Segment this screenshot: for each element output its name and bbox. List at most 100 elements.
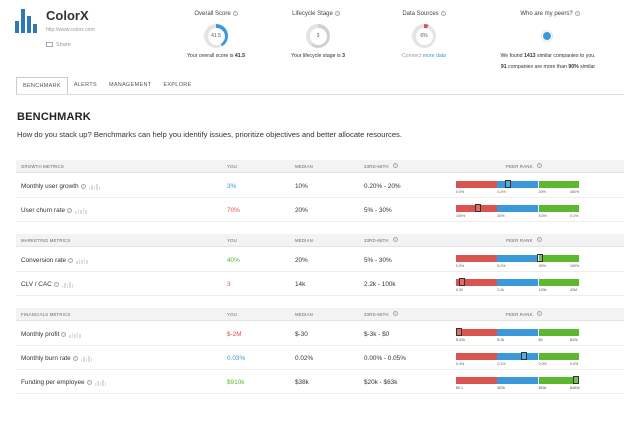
info-icon[interactable]: ? — [393, 311, 398, 316]
metric-name: Monthly burn rate? — [21, 355, 93, 362]
sparkline-icon[interactable] — [75, 207, 88, 214]
metric-row[interactable]: Monthly user growth? 3% 10% 0.20% - 20% 0.0%… — [16, 176, 624, 198]
peer-rank-segment-blue — [497, 181, 539, 188]
info-icon[interactable]: ? — [67, 208, 73, 213]
median-value: $38k — [295, 379, 309, 386]
peer-rank-tick: 30% — [497, 214, 505, 218]
column-you: YOU — [227, 238, 237, 243]
range-value: 2.2k - 100k — [364, 281, 396, 288]
peer-rank-segment-green — [538, 279, 580, 286]
metric-name-label: CLV / CAC — [21, 281, 52, 289]
range-value: 5% - 30% — [364, 257, 392, 264]
main-tabs: BENCHMARK ALERTS MANAGEMENT EXPLORE — [16, 77, 197, 95]
you-value: 70% — [227, 207, 240, 214]
peer-rank-tick: 5.0% — [538, 214, 547, 218]
metric-row[interactable]: Conversion rate? 40% 20% 5% - 30% 0.0% 5.0% 30… — [16, 250, 624, 272]
metric-row[interactable]: Monthly profit? $-2M $-30 $-3k - $0 $-92k $-3… — [16, 324, 624, 346]
tab-explore[interactable]: EXPLORE — [163, 82, 192, 88]
info-icon[interactable]: ? — [393, 237, 398, 242]
overall-score-gauge: 41.5 — [204, 24, 228, 48]
peer-rank-tick: $63k — [538, 386, 547, 390]
info-icon[interactable]: ? — [72, 356, 78, 361]
info-icon[interactable]: ? — [537, 311, 542, 316]
column-range: 33RD-66TH — [364, 238, 389, 243]
metric-name-label: Monthly user growth — [21, 183, 79, 191]
info-icon[interactable]: ? — [80, 184, 86, 189]
range-value: $20k - $63k — [364, 379, 398, 386]
median-value: 20% — [295, 257, 308, 264]
sparkline-icon[interactable] — [61, 281, 75, 288]
metric-row[interactable]: User churn rate? 70% 20% 5% - 30% 100% 30% 5.0… — [16, 200, 624, 222]
tab-alerts[interactable]: ALERTS — [73, 82, 97, 88]
peers-caption-line1: We found 1413 similar companies to you. — [500, 53, 596, 59]
median-value: 14k — [295, 281, 306, 288]
peers-target-icon[interactable] — [541, 30, 553, 42]
data-sources-caption[interactable]: Connect more data — [401, 53, 447, 59]
section-header: GROWTH METRICS YOU MEDIAN 33RD-66TH? PEER RA… — [16, 160, 624, 173]
share-button[interactable]: Share — [46, 42, 71, 48]
peer-rank-tick: 42M — [570, 288, 577, 292]
peer-rank-bar[interactable]: 0.0% 5.0% 30% 100% — [456, 254, 580, 269]
metric-row[interactable]: Funding per employee? $910k $38k $20k - $63… — [16, 372, 624, 394]
company-url[interactable]: http://www.colorx.com — [46, 27, 95, 33]
peer-rank-bar[interactable]: $-92k $-3k $0 $32k — [456, 328, 580, 343]
median-value: 0.02% — [295, 355, 314, 362]
metric-name-label: Monthly profit — [21, 331, 60, 339]
page-title: BENCHMARK — [17, 111, 91, 123]
metric-row[interactable]: CLV / CAC? 3 14k 2.2k - 100k 0.00 2.2k 100k 42M — [16, 274, 624, 296]
info-icon[interactable]: ? — [53, 282, 59, 287]
peer-rank-segment-green — [538, 353, 580, 360]
info-icon[interactable]: ? — [232, 11, 238, 16]
info-icon[interactable]: ? — [393, 163, 398, 168]
column-range: 33RD-66TH — [364, 164, 389, 169]
peer-rank-bar[interactable]: 0.4% 0.1% 0.0% 0.0% — [456, 352, 580, 367]
info-icon[interactable]: ? — [574, 11, 580, 16]
peer-rank-tick: 0.1% — [497, 362, 506, 366]
tab-management[interactable]: MANAGEMENT — [108, 82, 152, 88]
peer-rank-segment-green — [538, 205, 580, 212]
peer-rank-segment-red — [456, 377, 497, 384]
peer-rank-tick: 0.0% — [570, 362, 579, 366]
metric-name-label: Monthly burn rate — [21, 355, 71, 363]
peer-rank-segment-green — [538, 329, 580, 336]
section-title: GROWTH METRICS — [21, 164, 64, 169]
overall-score-title: Overall Score? — [194, 11, 238, 18]
overall-score-caption: Your overall score is 41.5 — [186, 53, 246, 59]
peer-rank-bar[interactable]: $0.1 $20k $63k $462k — [456, 376, 580, 391]
metric-name: CLV / CAC? — [21, 281, 74, 288]
info-icon[interactable]: ? — [61, 332, 67, 337]
info-icon[interactable]: ? — [68, 258, 74, 263]
sparkline-icon[interactable] — [88, 183, 102, 190]
peer-rank-segment-red — [456, 205, 497, 212]
peer-rank-marker — [459, 278, 466, 286]
peer-rank-segment-red — [456, 279, 497, 286]
column-peer-rank: PEER RANK — [506, 312, 533, 317]
metric-name-label: User churn rate — [21, 207, 66, 215]
peer-rank-bar[interactable]: 100% 30% 5.0% 0.1% — [456, 204, 580, 219]
sparkline-icon[interactable] — [80, 355, 94, 362]
peer-rank-tick: 0.0% — [456, 264, 465, 268]
section-title: MARKETING METRICS — [21, 238, 71, 243]
peer-rank-bar[interactable]: 0.0% 0.2% 20% 400% — [456, 180, 580, 195]
info-icon[interactable]: ? — [86, 380, 92, 385]
peer-rank-tick: 2.2k — [497, 288, 505, 292]
sparkline-icon[interactable] — [76, 257, 89, 264]
you-value: 3 — [227, 281, 231, 288]
info-icon[interactable]: ? — [334, 11, 340, 16]
peer-rank-tick: 0.0% — [538, 362, 547, 366]
sparkline-icon[interactable] — [94, 379, 108, 386]
peer-rank-tick: $462k — [570, 386, 580, 390]
metric-row[interactable]: Monthly burn rate? 0.03% 0.02% 0.00% - 0.05… — [16, 348, 624, 370]
column-median: MEDIAN — [295, 238, 313, 243]
you-value: 0.03% — [227, 355, 246, 362]
peer-rank-bar[interactable]: 0.00 2.2k 100k 42M — [456, 278, 580, 293]
sparkline-icon[interactable] — [69, 331, 82, 338]
peer-rank-marker — [475, 204, 482, 212]
info-icon[interactable]: ? — [537, 237, 542, 242]
info-icon[interactable]: ? — [537, 163, 542, 168]
info-icon[interactable]: ? — [440, 11, 446, 16]
tab-benchmark[interactable]: BENCHMARK — [16, 77, 68, 95]
peer-rank-tick: 100k — [538, 288, 547, 292]
you-value: 3% — [227, 183, 237, 190]
peer-rank-segment-blue — [497, 255, 539, 262]
